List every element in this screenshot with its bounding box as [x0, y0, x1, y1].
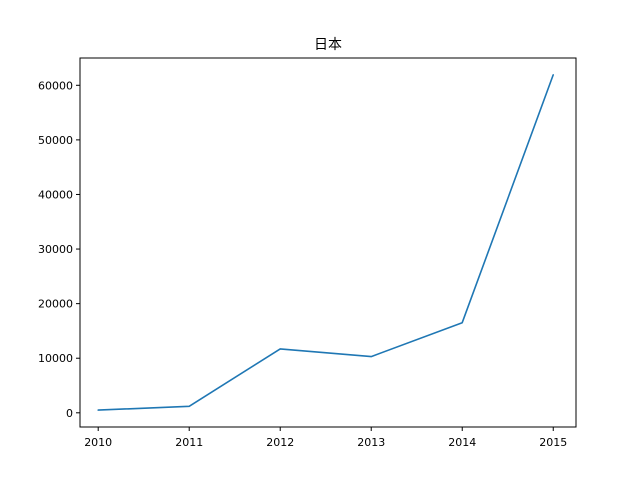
y-axis: 0 10000 20000 30000 40000 50000 60000: [38, 79, 80, 420]
x-tick-label: 2011: [175, 436, 203, 449]
series-layer: [97, 74, 555, 411]
x-tick-label: 2014: [448, 436, 476, 449]
y-tick-label: 40000: [38, 188, 73, 201]
y-tick-label: 10000: [38, 352, 73, 365]
plot-area: [79, 57, 577, 428]
y-tick-label: 0: [66, 407, 73, 420]
x-tick-label: 2013: [357, 436, 385, 449]
series-line: [97, 74, 555, 411]
y-tick-label: 50000: [38, 134, 73, 147]
x-axis: 2010 2011 2012 2013 2014 2015: [84, 427, 567, 449]
chart-title: 日本: [314, 37, 342, 53]
y-tick-label: 20000: [38, 298, 73, 311]
x-tick-label: 2012: [266, 436, 294, 449]
x-tick-label: 2010: [84, 436, 112, 449]
x-tick-label: 2015: [539, 436, 567, 449]
y-tick-label: 60000: [38, 79, 73, 92]
y-tick-label: 30000: [38, 243, 73, 256]
